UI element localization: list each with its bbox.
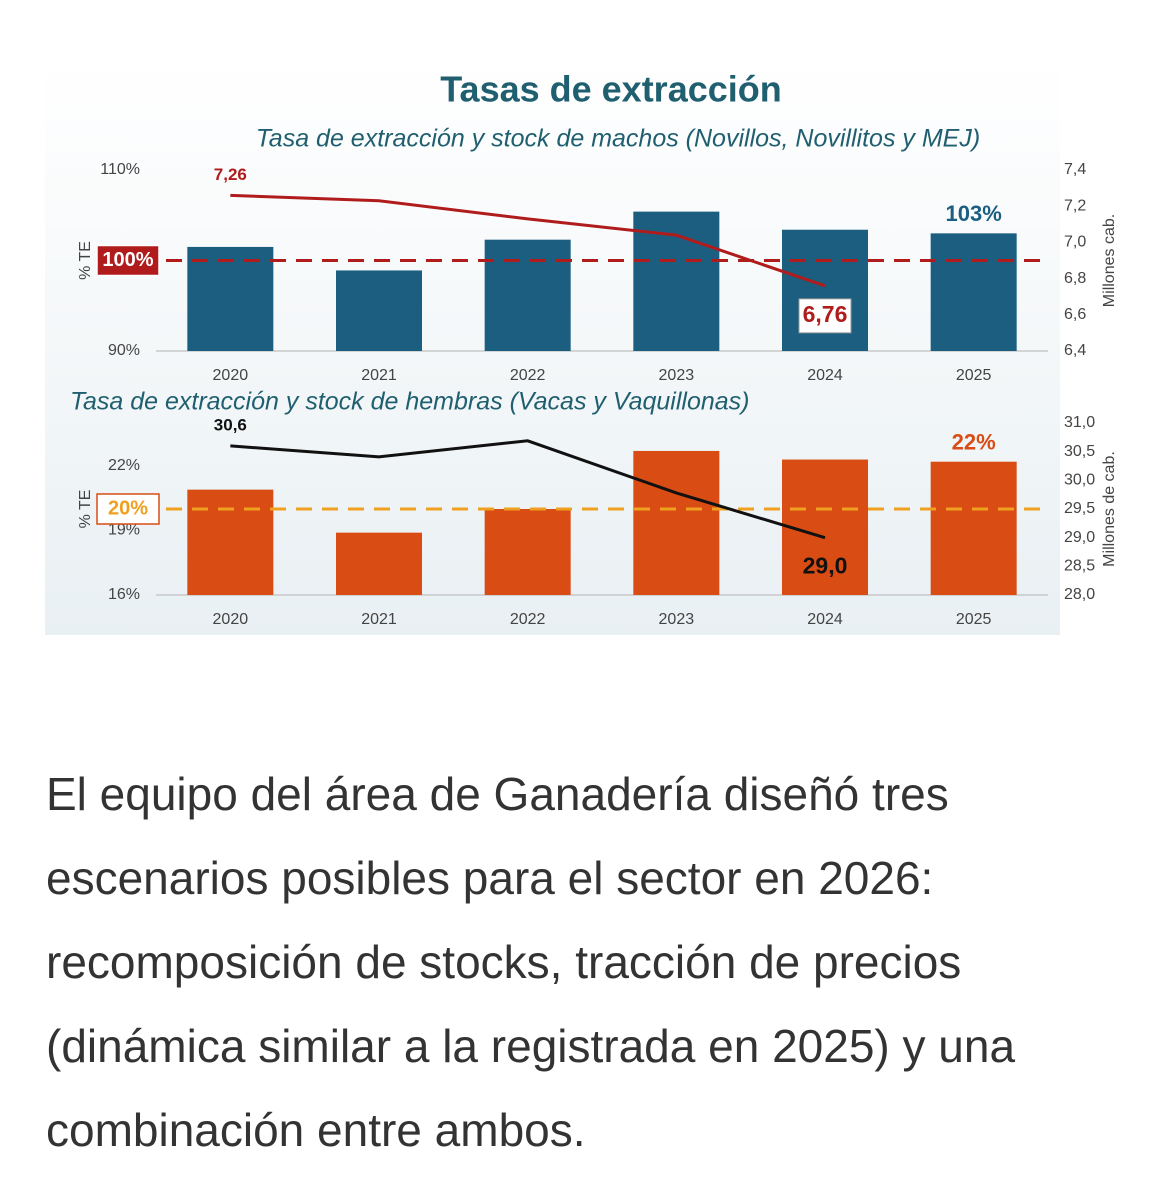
reference-label: 100% [102, 249, 153, 271]
chart-subtitle: Tasa de extracción y stock de machos (No… [256, 125, 980, 153]
y2-tick-label: 29,5 [1064, 500, 1095, 517]
y2-tick-label: 6,8 [1064, 270, 1086, 287]
reference-label: 20% [108, 497, 148, 519]
reference-label-box [96, 493, 160, 525]
line-value-label: 30,6 [214, 415, 247, 434]
x-tick-label: 2025 [956, 611, 992, 628]
y2-tick-label: 30,5 [1064, 443, 1095, 460]
bar [782, 459, 868, 595]
reference-label-box [96, 244, 160, 277]
line [230, 193, 826, 288]
x-tick-label: 2022 [510, 367, 546, 384]
y-tick-label: 90% [108, 342, 140, 359]
line [230, 439, 826, 540]
y2-tick-label: 28,5 [1064, 558, 1095, 575]
x-tick-label: 2025 [956, 367, 992, 384]
bar [633, 450, 720, 595]
x-tick-label: 2021 [361, 611, 397, 628]
y2-tick-label: 28,0 [1064, 586, 1095, 603]
y-tick-label: 110% [100, 161, 140, 178]
x-tick-label: 2024 [807, 367, 843, 384]
y-tick-label: 22% [108, 457, 140, 474]
x-tick-label: 2020 [213, 611, 249, 628]
y2-tick-label: 6,4 [1064, 342, 1086, 359]
bar [187, 489, 274, 595]
y2-axis-label: Millones cab. [1101, 214, 1118, 307]
bar [930, 461, 1017, 595]
y-tick-label: 16% [108, 586, 140, 603]
bar-value-label: 103% [946, 201, 1002, 226]
line-value-label: 7,26 [214, 165, 247, 184]
y2-tick-label: 6,6 [1064, 306, 1086, 323]
bar [336, 532, 422, 595]
bar [930, 233, 1017, 351]
bar [336, 270, 422, 351]
x-tick-label: 2021 [361, 367, 397, 384]
bar [484, 239, 571, 351]
line-value-label: 29,0 [803, 553, 848, 579]
y-axis-label: % TE [77, 241, 94, 280]
chart-subtitle: Tasa de extracción y stock de hembras (V… [70, 388, 750, 416]
chart-title: Tasas de extracción [440, 69, 782, 110]
y2-tick-label: 30,0 [1064, 472, 1095, 489]
value-label-box [798, 298, 852, 334]
y-axis-label: % TE [77, 490, 94, 529]
y2-tick-label: 7,0 [1064, 234, 1086, 251]
y2-tick-label: 7,4 [1064, 161, 1086, 178]
y2-tick-label: 29,0 [1064, 529, 1095, 546]
y2-tick-label: 7,2 [1064, 197, 1086, 214]
y-tick-label: 19% [108, 522, 140, 539]
bar [187, 246, 274, 351]
bar [484, 509, 571, 595]
chart-image: Tasas de extracción Tasa de extracción y… [45, 60, 1118, 635]
x-tick-label: 2024 [807, 611, 843, 628]
x-tick-label: 2020 [213, 367, 249, 384]
y2-tick-label: 31,0 [1064, 414, 1095, 431]
article-paragraph: El equipo del área de Ganadería diseñó t… [46, 768, 1016, 1156]
y2-axis-label: Millones de cab. [1101, 451, 1118, 567]
x-tick-label: 2022 [510, 611, 546, 628]
bar-value-label: 22% [952, 430, 996, 455]
line-value-label: 6,76 [803, 301, 848, 327]
x-tick-label: 2023 [659, 367, 695, 384]
x-tick-label: 2023 [659, 611, 695, 628]
